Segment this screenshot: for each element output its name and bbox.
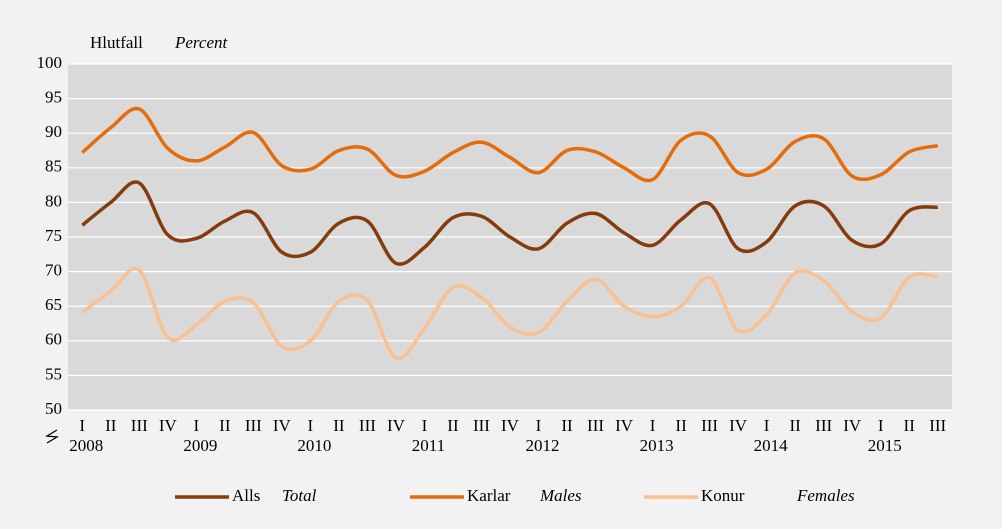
year-label: 2009 — [183, 436, 217, 455]
x-tick-label: III — [245, 416, 262, 435]
y-tick-label: 90 — [45, 122, 62, 141]
y-label-en: Percent — [174, 33, 229, 52]
x-tick-label: II — [219, 416, 231, 435]
x-tick-label: II — [333, 416, 345, 435]
y-tick-label: 60 — [45, 330, 62, 349]
y-tick-label: 80 — [45, 191, 62, 210]
x-tick-label: II — [105, 416, 117, 435]
year-label: 2010 — [297, 436, 331, 455]
series-line — [81, 180, 938, 266]
x-tick-label: IV — [387, 416, 406, 435]
x-tick-label: II — [789, 416, 801, 435]
x-tick-label: IV — [501, 416, 520, 435]
x-tick-label: I — [193, 416, 199, 435]
y-tick-label: 65 — [45, 295, 62, 314]
legend-label-en: Total — [282, 486, 317, 505]
legend-label: Alls — [232, 486, 260, 505]
x-tick-label: III — [131, 416, 148, 435]
y-tick-label: 100 — [37, 53, 63, 72]
x-tick-label: I — [422, 416, 428, 435]
y-tick-label: 70 — [45, 261, 62, 280]
x-tick-label: III — [929, 416, 946, 435]
year-label: 2011 — [412, 436, 445, 455]
x-tick-label: II — [904, 416, 916, 435]
y-tick-label: 75 — [45, 226, 62, 245]
year-label: 2013 — [640, 436, 674, 455]
x-tick-label: IV — [273, 416, 292, 435]
y-label: Hlutfall — [90, 33, 143, 52]
y-tick-label: 85 — [45, 157, 62, 176]
year-label: 2014 — [754, 436, 789, 455]
x-tick-label: III — [473, 416, 490, 435]
x-tick-label: IV — [843, 416, 862, 435]
year-label: 2012 — [526, 436, 560, 455]
x-tick-label: I — [764, 416, 770, 435]
x-tick-label: II — [561, 416, 573, 435]
x-tick-label: III — [587, 416, 604, 435]
x-tick-label: IV — [615, 416, 634, 435]
series-line — [81, 266, 938, 361]
x-tick-label: II — [675, 416, 687, 435]
x-tick-label: II — [447, 416, 459, 435]
x-tick-label: III — [815, 416, 832, 435]
series-line — [81, 106, 939, 183]
legend-label-en: Males — [539, 486, 582, 505]
y-tick-label: 50 — [45, 399, 62, 418]
x-tick-label: IV — [159, 416, 178, 435]
year-label: 2015 — [868, 436, 902, 455]
x-tick-label: IV — [729, 416, 748, 435]
legend-label: Karlar — [467, 486, 511, 505]
legend-label: Konur — [701, 486, 745, 505]
x-tick-label: I — [79, 416, 85, 435]
x-tick-label: III — [359, 416, 376, 435]
x-tick-label: I — [650, 416, 656, 435]
x-tick-label: I — [536, 416, 542, 435]
axis-break — [44, 429, 60, 444]
y-tick-label: 95 — [45, 88, 62, 107]
x-tick-label: III — [701, 416, 718, 435]
year-label: 2008 — [69, 436, 103, 455]
legend-label-en: Females — [796, 486, 855, 505]
x-tick-label: I — [308, 416, 314, 435]
y-tick-label: 55 — [45, 364, 62, 383]
x-tick-label: I — [878, 416, 884, 435]
